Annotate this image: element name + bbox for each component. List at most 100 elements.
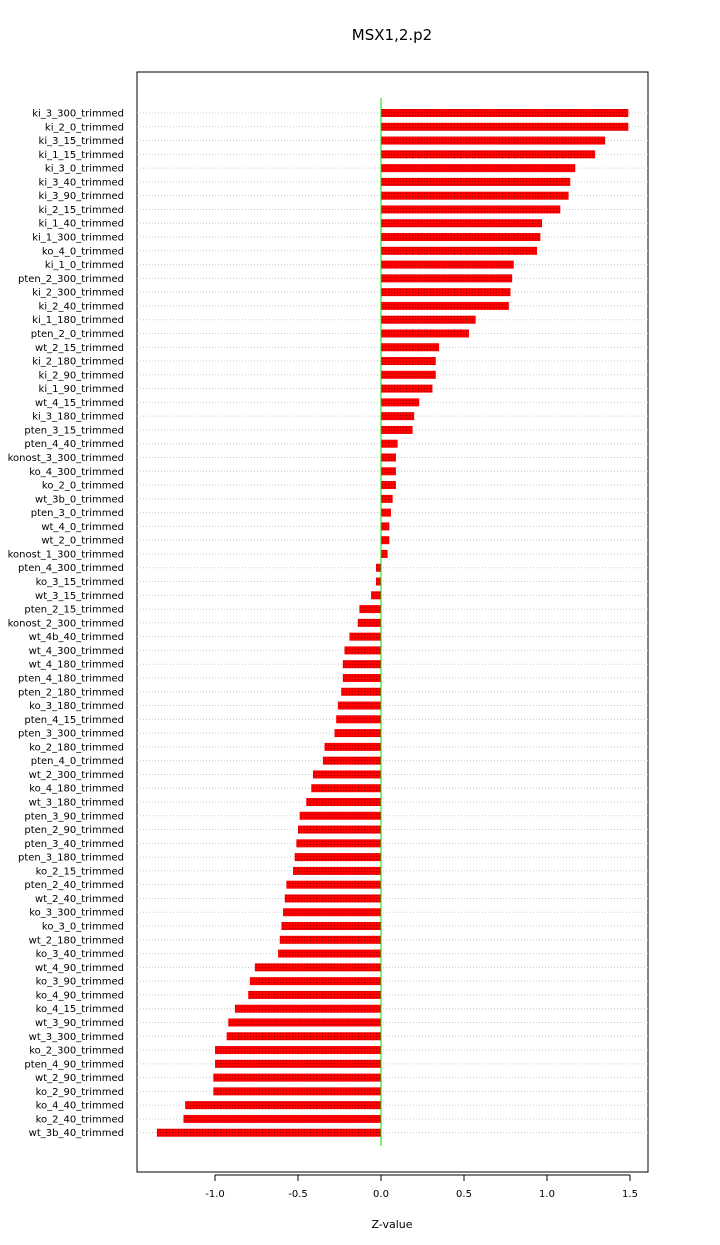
chart-title: MSX1,2.p2 <box>352 26 432 44</box>
category-label: ko_3_300_trimmed <box>29 908 124 919</box>
bar-ki_1_40_trimmed <box>381 219 543 228</box>
bar-pten_4_40_trimmed <box>381 439 398 448</box>
category-label: ko_2_300_trimmed <box>29 1046 124 1057</box>
category-label: ki_3_300_trimmed <box>32 109 124 120</box>
category-label: ko_2_90_trimmed <box>36 1087 124 1098</box>
category-label: pten_3_180_trimmed <box>18 853 124 864</box>
bar-pten_3_0_trimmed <box>381 508 391 517</box>
category-label: pten_2_300_trimmed <box>18 274 124 285</box>
bar-ko_2_90_trimmed <box>213 1087 381 1096</box>
bar-ki_3_15_trimmed <box>381 136 606 145</box>
bar-wt_2_40_trimmed <box>284 894 381 903</box>
category-labels: ki_3_300_trimmed ki_2_0_trimmed ki_3_15_tr… <box>8 109 124 1140</box>
x-tick-label: 1.5 <box>622 1189 638 1200</box>
bar-pten_4_15_trimmed <box>336 715 381 724</box>
x-tick-label: -0.5 <box>288 1189 308 1200</box>
bar-ko_4_180_trimmed <box>311 784 381 793</box>
category-label: ki_3_15_trimmed <box>39 136 124 147</box>
category-label: ko_4_90_trimmed <box>36 990 124 1001</box>
bar-wt_4_300_trimmed <box>344 646 381 655</box>
x-tick-label: -1.0 <box>205 1189 225 1200</box>
category-label: ki_2_300_trimmed <box>32 288 124 299</box>
category-label: ko_3_0_trimmed <box>42 922 124 933</box>
bar-pten_4_300_trimmed <box>376 563 381 572</box>
bar-ko_3_300_trimmed <box>283 908 381 917</box>
x-tick-label: 0.0 <box>373 1189 389 1200</box>
category-label: wt_4_300_trimmed <box>29 646 124 657</box>
bar-ko_2_0_trimmed <box>381 481 396 490</box>
plot-frame <box>136 71 649 1173</box>
bar-ki_3_90_trimmed <box>381 191 569 200</box>
category-label: ki_1_40_trimmed <box>39 219 124 230</box>
x-axis: -1.0 -0.5 0.0 0.5 1.0 1.5 <box>205 1174 638 1200</box>
category-label: ki_3_40_trimmed <box>39 177 124 188</box>
category-label: ki_1_300_trimmed <box>32 233 124 244</box>
category-label: wt_3_15_trimmed <box>35 591 124 602</box>
bar-wt_2_15_trimmed <box>381 343 440 352</box>
category-label: wt_4_15_trimmed <box>35 398 124 409</box>
bar-ki_3_0_trimmed <box>381 164 576 173</box>
bar-pten_2_300_trimmed <box>381 274 513 283</box>
bar-pten_2_180_trimmed <box>341 687 381 696</box>
category-label: ko_2_0_trimmed <box>42 481 124 492</box>
category-label: pten_3_15_trimmed <box>24 425 124 436</box>
bar-wt_3_15_trimmed <box>371 591 381 600</box>
category-label: ko_4_300_trimmed <box>29 467 124 478</box>
bar-konost_1_300_trimmed <box>381 549 388 558</box>
category-label: konost_2_300_trimmed <box>8 618 124 629</box>
bar-ko_3_40_trimmed <box>278 949 381 958</box>
bar-ki_1_300_trimmed <box>381 233 541 242</box>
category-label: konost_3_300_trimmed <box>8 453 124 464</box>
bar-wt_4_90_trimmed <box>254 963 381 972</box>
bar-wt_2_300_trimmed <box>312 770 381 779</box>
category-label: pten_2_40_trimmed <box>24 880 124 891</box>
category-label: wt_4_180_trimmed <box>29 660 124 671</box>
category-label: ki_1_90_trimmed <box>39 384 124 395</box>
bar-wt_3b_0_trimmed <box>381 494 393 503</box>
bar-wt_2_90_trimmed <box>213 1073 381 1082</box>
bar-wt_4_180_trimmed <box>342 660 381 669</box>
category-label: ko_2_40_trimmed <box>36 1114 124 1125</box>
category-label: ki_2_90_trimmed <box>39 370 124 381</box>
bars <box>156 109 629 1137</box>
bar-ki_2_90_trimmed <box>381 370 436 379</box>
bar-pten_3_90_trimmed <box>299 811 381 820</box>
bar-wt_3b_40_trimmed <box>156 1128 381 1137</box>
category-label: pten_2_90_trimmed <box>24 825 124 836</box>
x-tick-label: 1.0 <box>539 1189 555 1200</box>
category-label: wt_3_180_trimmed <box>29 798 124 809</box>
category-label: pten_3_40_trimmed <box>24 839 124 850</box>
bar-ko_3_15_trimmed <box>376 577 381 586</box>
category-label: wt_3b_0_trimmed <box>35 494 124 505</box>
category-label: konost_1_300_trimmed <box>8 549 124 560</box>
bar-ki_2_180_trimmed <box>381 357 436 366</box>
bar-pten_3_15_trimmed <box>381 425 413 434</box>
category-label: wt_2_90_trimmed <box>35 1073 124 1084</box>
category-label: wt_3_90_trimmed <box>35 1018 124 1029</box>
bar-pten_4_180_trimmed <box>342 673 381 682</box>
bar-pten_3_40_trimmed <box>296 839 381 848</box>
category-label: ki_3_90_trimmed <box>39 191 124 202</box>
category-label: ko_2_15_trimmed <box>36 866 124 877</box>
bar-ki_3_300_trimmed <box>381 109 629 117</box>
category-label: pten_4_90_trimmed <box>24 1059 124 1070</box>
category-label: wt_2_15_trimmed <box>35 343 124 354</box>
category-label: wt_2_180_trimmed <box>29 935 124 946</box>
category-label: pten_2_180_trimmed <box>18 687 124 698</box>
category-label: pten_3_0_trimmed <box>31 508 124 519</box>
category-label: ki_3_180_trimmed <box>32 412 124 423</box>
bar-ki_2_300_trimmed <box>381 288 511 297</box>
category-label: ko_3_40_trimmed <box>36 949 124 960</box>
category-label: wt_3b_40_trimmed <box>29 1128 124 1139</box>
bar-ko_4_90_trimmed <box>248 990 381 999</box>
category-label: ki_2_15_trimmed <box>39 205 124 216</box>
bar-pten_4_0_trimmed <box>322 756 381 765</box>
category-label: pten_4_0_trimmed <box>31 756 124 767</box>
bar-pten_2_40_trimmed <box>286 880 381 889</box>
category-label: wt_3_300_trimmed <box>29 1032 124 1043</box>
category-label: pten_4_180_trimmed <box>18 673 124 684</box>
bar-wt_3_300_trimmed <box>226 1032 381 1041</box>
bar-ki_2_15_trimmed <box>381 205 561 214</box>
category-label: pten_2_15_trimmed <box>24 605 124 616</box>
category-label: wt_4b_40_trimmed <box>29 632 124 643</box>
